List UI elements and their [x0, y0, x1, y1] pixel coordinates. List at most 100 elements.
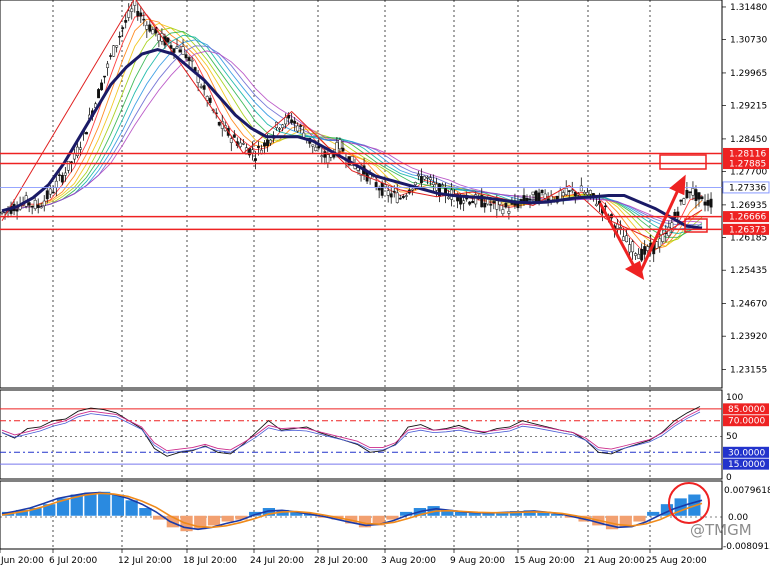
- price-tick-label: 1.26185: [730, 234, 767, 244]
- candle-body: [474, 194, 478, 205]
- candle-body: [543, 193, 547, 199]
- macd-histogram-bar: [441, 509, 454, 516]
- candle-body: [63, 172, 67, 176]
- candle-body: [588, 190, 592, 195]
- candle-body: [169, 45, 173, 49]
- candle-body: [685, 190, 689, 199]
- candle-body: [187, 57, 191, 61]
- macd-highlight-circle: [668, 482, 710, 524]
- candle-body: [480, 195, 484, 208]
- macd-histogram-bar: [29, 508, 42, 516]
- candle-body: [510, 203, 514, 205]
- candle-body: [341, 147, 345, 152]
- candle-body: [27, 202, 31, 206]
- candle-body: [145, 24, 149, 30]
- time-axis-label: 21 Aug 20:00: [584, 556, 645, 566]
- candle-body: [232, 134, 236, 138]
- candle-body: [199, 86, 203, 88]
- oscillator-level-tag: [723, 458, 769, 470]
- candle-body: [703, 201, 707, 206]
- candle-body: [594, 203, 598, 206]
- macd-histogram-bar: [70, 494, 83, 516]
- candle-body: [314, 146, 318, 151]
- price-tick-label: 1.29215: [730, 102, 767, 112]
- candle-body: [579, 185, 583, 192]
- target-zone-box: [659, 154, 707, 170]
- oscillator-series-line: [1, 409, 701, 452]
- candle-body: [528, 198, 532, 201]
- candle-body: [374, 182, 378, 188]
- time-axis-label: 28 Jul 20:00: [314, 556, 368, 566]
- candle-body: [564, 187, 568, 195]
- candle-body: [428, 177, 432, 180]
- price-axis: 1.31480 1.30730 1.29965 1.29215 1.28450 1.277…: [722, 3, 767, 375]
- candle-body: [625, 235, 629, 243]
- oscillator-lines: [1, 406, 701, 457]
- macd-histogram-bar: [98, 491, 111, 516]
- candle-body: [184, 54, 188, 59]
- main-price-panel[interactable]: [0, 0, 723, 389]
- candle-body: [54, 180, 58, 188]
- annotation-up-arrow: [638, 174, 686, 274]
- macd-histogram-bar: [482, 513, 495, 516]
- candle-body: [208, 97, 212, 103]
- candle-body: [178, 49, 182, 53]
- oscillator-panel[interactable]: [0, 389, 723, 480]
- candle-body: [66, 161, 70, 171]
- candle-body: [266, 139, 269, 146]
- candle-body: [573, 191, 577, 197]
- level-tag: [723, 147, 769, 159]
- macd-tick-zero: 0.00: [728, 513, 748, 523]
- candle-body: [492, 201, 496, 204]
- price-tick-label: 1.25435: [730, 266, 767, 276]
- candle-body: [401, 196, 405, 198]
- candle-body: [181, 46, 185, 55]
- time-axis-label: 18 Jul 20:00: [183, 556, 237, 566]
- candle-body: [253, 158, 257, 161]
- candle-body: [121, 27, 125, 30]
- macd-histogram-bar: [139, 508, 152, 516]
- candle-body: [142, 18, 146, 21]
- price-tick-label: 1.26935: [730, 201, 767, 211]
- candle-body: [39, 206, 43, 209]
- candle-body: [392, 190, 396, 193]
- candle-body: [130, 8, 134, 12]
- candle-body: [202, 85, 206, 90]
- candle-body: [582, 192, 586, 195]
- candle-body: [658, 238, 662, 247]
- candle-body: [432, 182, 435, 185]
- macd-histogram-bar: [221, 515, 234, 522]
- candle-body: [603, 205, 607, 208]
- candle-body: [106, 63, 110, 68]
- macd-histogram-bar: [235, 515, 248, 520]
- price-tick-label: 1.23155: [730, 365, 767, 375]
- candle-body: [136, 10, 140, 17]
- candle-body: [628, 244, 632, 253]
- level-tag-label: 1.28116: [729, 149, 766, 159]
- osc-tick-50: 50: [726, 432, 738, 442]
- candle-body: [646, 246, 650, 251]
- candle-body: [410, 188, 414, 191]
- macd-histogram-bar: [56, 498, 70, 516]
- candle-body: [489, 203, 493, 206]
- macd-histogram-bar: [509, 511, 523, 516]
- price-tick-label: 1.30730: [730, 36, 767, 46]
- candle-body: [534, 190, 538, 202]
- candle-body: [250, 149, 254, 154]
- candle-body: [655, 241, 659, 249]
- candle-body: [133, 0, 137, 6]
- candle-body: [679, 199, 683, 202]
- macd-histogram-bar: [262, 508, 276, 516]
- candle-body: [441, 184, 444, 187]
- candle-body: [166, 37, 170, 43]
- candle-body: [507, 210, 511, 214]
- oscillator-axis: 100 50 0: [726, 393, 743, 483]
- candle-body: [100, 82, 104, 91]
- candle-body: [504, 203, 508, 208]
- candle-body: [33, 200, 37, 209]
- price-tick-label: 1.29965: [730, 69, 767, 79]
- candle-body: [419, 176, 423, 183]
- macd-histogram-bar: [551, 513, 564, 516]
- candle-body: [640, 249, 644, 261]
- macd-histogram-bar: [619, 515, 632, 528]
